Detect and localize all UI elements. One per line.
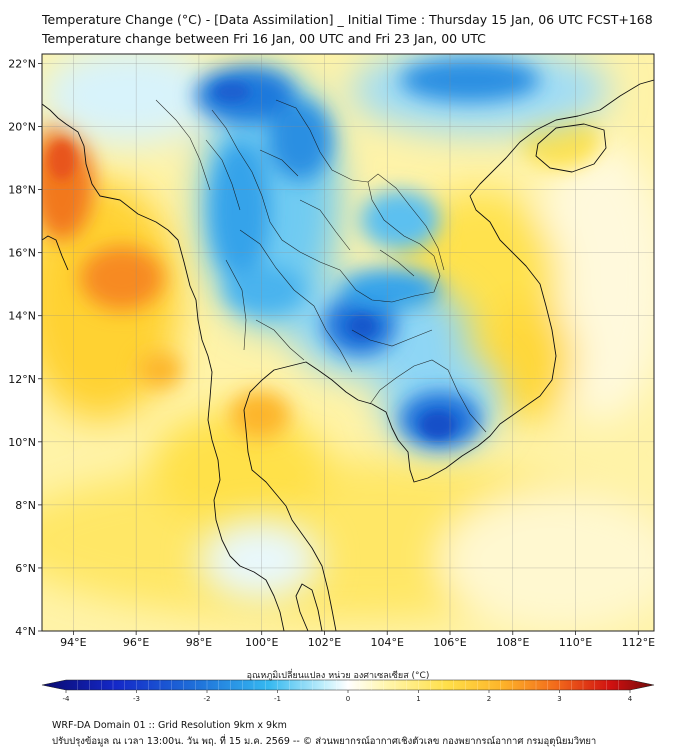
colorbar-tick-label: 3 xyxy=(557,695,561,703)
lon-tick-label: 112°E xyxy=(622,636,655,649)
coastlines xyxy=(42,79,654,631)
lat-tick-label: 20°N xyxy=(8,121,36,134)
lat-tick-label: 18°N xyxy=(8,184,36,197)
map-title: Temperature Change (°C) - [Data Assimila… xyxy=(42,12,653,27)
lon-tick-label: 94°E xyxy=(60,636,86,649)
colorbar-title: อุณหภูมิเปลี่ยนแปลง หน่วย องศาเซลเซียส (… xyxy=(246,671,430,681)
map-frame xyxy=(41,53,655,632)
lon-tick-label: 102°E xyxy=(308,636,341,649)
footer-model-info: WRF-DA Domain 01 :: Grid Resolution 9km … xyxy=(52,720,287,731)
longitude-axis: 94°E 96°E 98°E 100°E 102°E 104°E 106°E 108°E 110… xyxy=(60,631,655,649)
lon-tick-label: 96°E xyxy=(123,636,149,649)
colorbar-tick-label: -2 xyxy=(204,695,211,703)
lat-tick-label: 16°N xyxy=(8,247,36,260)
graticule xyxy=(42,54,654,631)
lat-tick-label: 14°N xyxy=(8,310,36,323)
lon-tick-label: 106°E xyxy=(433,636,466,649)
latitude-axis: 22°N 20°N 18°N 16°N 14°N 12°N 10°N 8°N 6°N 4°N xyxy=(8,57,42,638)
map-subtitle: Temperature change between Fri 16 Jan, 0… xyxy=(42,31,486,46)
footer-credit: ปรับปรุงข้อมูล ณ เวลา 13:00น. วัน พฤ. ที… xyxy=(52,736,597,747)
lon-tick-label: 110°E xyxy=(559,636,592,649)
lat-tick-label: 8°N xyxy=(15,499,36,512)
temperature-field xyxy=(42,54,654,631)
colorbar-tick-label: 0 xyxy=(346,695,350,703)
lat-tick-label: 6°N xyxy=(15,562,36,575)
lat-tick-label: 12°N xyxy=(8,373,36,386)
colorbar-tick-label: 1 xyxy=(416,695,420,703)
lon-tick-label: 108°E xyxy=(496,636,529,649)
colorbar-tick-label: -4 xyxy=(63,695,71,703)
colorbar-tick-label: -1 xyxy=(274,695,281,703)
lon-tick-label: 100°E xyxy=(245,636,278,649)
lon-tick-label: 104°E xyxy=(371,636,404,649)
colorbar: -4 -3 -2 -1 0 1 2 3 4 xyxy=(41,679,655,703)
lat-tick-label: 4°N xyxy=(15,625,36,638)
colorbar-tick-label: -3 xyxy=(133,695,140,703)
colorbar-tick-label: 4 xyxy=(628,695,633,703)
lat-tick-label: 22°N xyxy=(8,57,36,70)
lat-tick-label: 10°N xyxy=(8,436,36,449)
colorbar-tick-label: 2 xyxy=(487,695,491,703)
admin-borders xyxy=(155,99,487,433)
lon-tick-label: 98°E xyxy=(186,636,212,649)
